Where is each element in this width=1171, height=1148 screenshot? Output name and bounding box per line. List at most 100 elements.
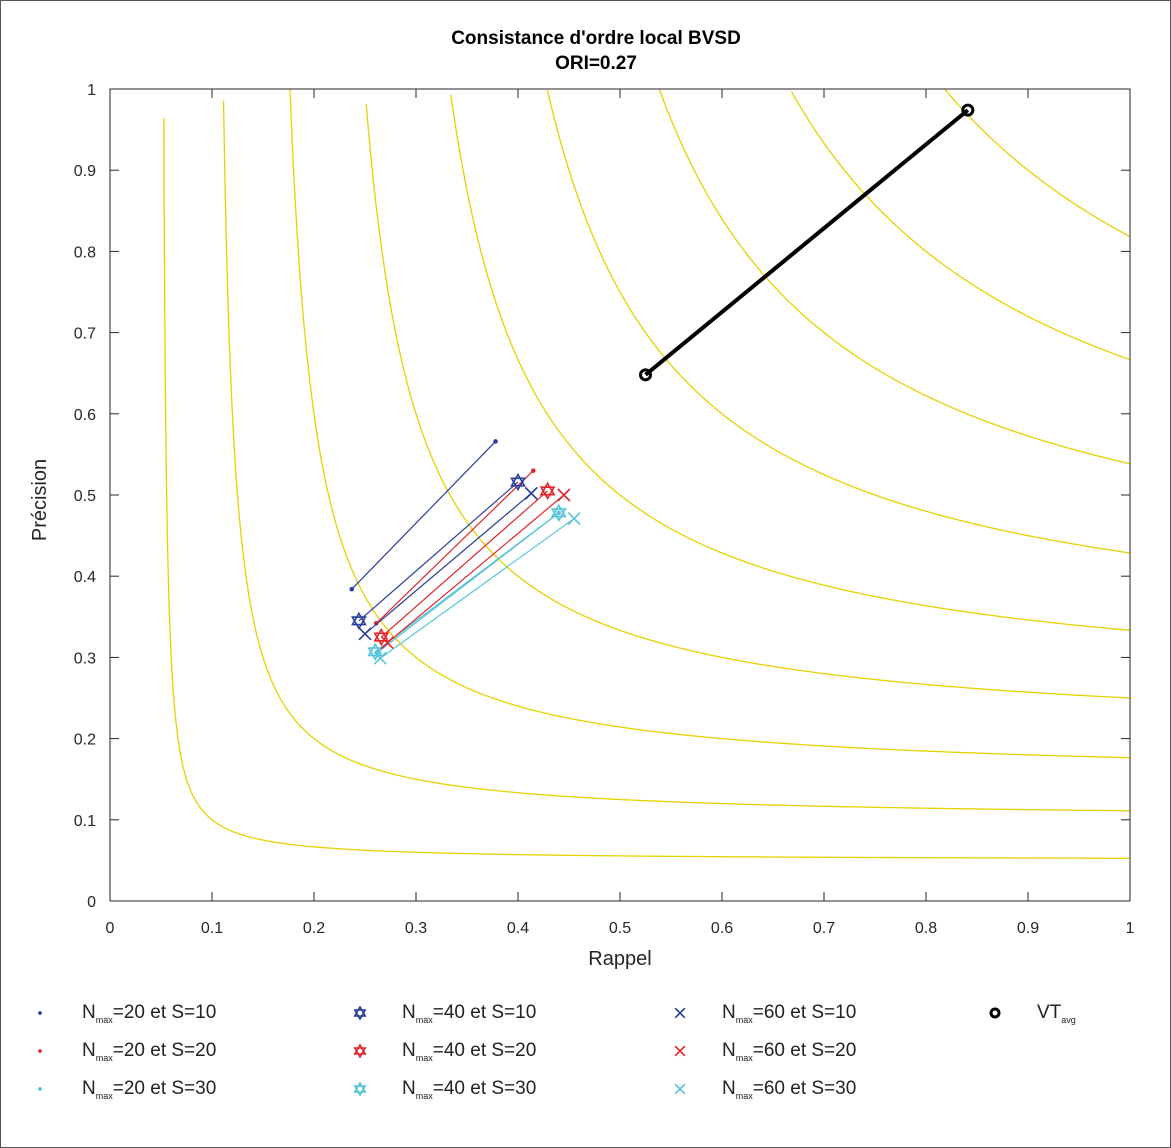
legend-label-main: N bbox=[402, 1039, 416, 1061]
series-point bbox=[639, 368, 652, 382]
series-point bbox=[524, 486, 538, 500]
x-tick-label: 0.3 bbox=[405, 920, 427, 937]
legend-label-rest: =40 et S=10 bbox=[432, 1001, 537, 1023]
y-tick-label: 0.4 bbox=[74, 569, 96, 586]
legend-item: Nmax=60 et S=10 bbox=[660, 995, 856, 1031]
series-point bbox=[358, 627, 372, 641]
contour-f-0.9 bbox=[944, 88, 1131, 238]
series-line bbox=[387, 494, 565, 644]
legend-label-main: N bbox=[722, 1039, 736, 1061]
legend-label-rest: =60 et S=10 bbox=[752, 1001, 857, 1023]
legend-label-sub: max bbox=[735, 1052, 753, 1063]
legend-item: Nmax=40 et S=30 bbox=[340, 1071, 536, 1107]
legend-label-main: N bbox=[402, 1001, 416, 1023]
x-tick-label: 0.5 bbox=[609, 920, 631, 937]
legend-label-main: N bbox=[402, 1077, 416, 1099]
legend-item: Nmax=20 et S=30 bbox=[20, 1071, 216, 1107]
legend-symbol bbox=[674, 1083, 686, 1095]
x-tick-label: 0.4 bbox=[507, 920, 529, 937]
series-point bbox=[367, 642, 384, 661]
series-6 bbox=[358, 486, 538, 641]
legend-marker bbox=[674, 1007, 686, 1019]
legend-label-sub: max bbox=[95, 1014, 113, 1025]
series-0 bbox=[349, 439, 498, 592]
series-line bbox=[644, 108, 970, 377]
legend-label: Nmax=60 et S=10 bbox=[722, 1002, 856, 1025]
f-measure-contours bbox=[163, 88, 1131, 859]
y-tick-label: 0.9 bbox=[74, 163, 96, 180]
legend-label-rest: =40 et S=20 bbox=[432, 1039, 537, 1061]
series-point bbox=[373, 651, 387, 665]
legend: Nmax=20 et S=10 Nmax=40 et S=10 Nmax=60 et… bbox=[20, 995, 1140, 1135]
legend-label-rest: =60 et S=20 bbox=[752, 1039, 857, 1061]
chart-title: Consistance d'ordre local BVSD bbox=[451, 28, 741, 49]
series-point bbox=[567, 511, 581, 526]
contour-f-0.1 bbox=[163, 118, 1131, 859]
legend-label: Nmax=20 et S=30 bbox=[82, 1078, 216, 1101]
legend-marker bbox=[38, 1011, 42, 1015]
legend-label-main: N bbox=[722, 1077, 736, 1099]
legend-marker bbox=[989, 1007, 1001, 1019]
legend-symbol bbox=[38, 1049, 42, 1053]
series-point bbox=[539, 481, 556, 500]
series-3 bbox=[351, 472, 526, 631]
series-point bbox=[349, 586, 355, 592]
legend-symbol bbox=[353, 1043, 367, 1059]
legend-marker bbox=[674, 1083, 686, 1095]
legend-item: Nmax=40 et S=20 bbox=[340, 1033, 536, 1069]
legend-label: VTavg bbox=[1037, 1002, 1076, 1025]
legend-label-main: N bbox=[82, 1001, 96, 1023]
x-tick-label: 0.9 bbox=[1017, 920, 1039, 937]
legend-symbol bbox=[674, 1007, 686, 1019]
x-tick-label: 0 bbox=[106, 920, 115, 937]
contour-f-0.7 bbox=[658, 89, 1131, 465]
legend-item: Nmax=20 et S=10 bbox=[20, 995, 216, 1031]
legend-label-main: VT bbox=[1037, 1001, 1062, 1023]
legend-item: Nmax=40 et S=10 bbox=[340, 995, 536, 1031]
legend-marker bbox=[38, 1087, 42, 1091]
contour-f-0.6 bbox=[546, 90, 1131, 554]
chart-subtitle: ORI=0.27 bbox=[555, 53, 637, 74]
x-tick-label: 0.8 bbox=[915, 920, 937, 937]
legend-label-sub: max bbox=[415, 1014, 433, 1025]
legend-symbol bbox=[353, 1081, 367, 1097]
legend-marker bbox=[353, 1081, 367, 1097]
y-axis-label: Précision bbox=[29, 459, 51, 541]
legend-label: Nmax=40 et S=10 bbox=[402, 1002, 536, 1025]
chart: Consistance d'ordre local BVSD ORI=0.27 … bbox=[29, 28, 1135, 970]
series-point bbox=[493, 439, 498, 444]
series-line bbox=[375, 470, 534, 624]
contour-f-0.8 bbox=[790, 91, 1131, 361]
legend-label: Nmax=40 et S=30 bbox=[402, 1078, 536, 1101]
series-4 bbox=[373, 481, 556, 647]
legend-label-main: N bbox=[82, 1039, 96, 1061]
legend-marker bbox=[353, 1005, 367, 1021]
legend-symbol bbox=[989, 1007, 1001, 1019]
legend-label: Nmax=60 et S=30 bbox=[722, 1078, 856, 1101]
y-tick-label: 0.8 bbox=[74, 244, 96, 261]
legend-symbol bbox=[674, 1045, 686, 1057]
legend-label-sub: max bbox=[415, 1052, 433, 1063]
legend-label-sub: max bbox=[735, 1014, 753, 1025]
legend-label-rest: =40 et S=30 bbox=[432, 1077, 537, 1099]
axes: 0 0.1 0.2 0.3 0.4 0.5 0.6 0.7 0.8 0.9 1 0 0.1 0.2 0.3 0… bbox=[74, 82, 1135, 937]
legend-label-main: N bbox=[722, 1001, 736, 1023]
legend-item: Nmax=20 et S=20 bbox=[20, 1033, 216, 1069]
series-point bbox=[961, 103, 975, 117]
y-tick-label: 0.2 bbox=[74, 732, 96, 749]
y-tick-label: 0 bbox=[87, 894, 96, 911]
series-line bbox=[374, 512, 560, 653]
series-8 bbox=[373, 511, 581, 665]
series-line bbox=[379, 518, 575, 659]
legend-marker bbox=[38, 1049, 42, 1053]
legend-label-sub: avg bbox=[1061, 1014, 1076, 1025]
series-1 bbox=[373, 468, 536, 626]
series-line bbox=[364, 492, 532, 635]
series-9 bbox=[639, 103, 975, 382]
legend-label-sub: max bbox=[735, 1090, 753, 1101]
x-tick-label: 0.2 bbox=[303, 920, 325, 937]
legend-label: Nmax=60 et S=20 bbox=[722, 1040, 856, 1063]
legend-label-sub: max bbox=[95, 1052, 113, 1063]
contour-f-0.5 bbox=[450, 94, 1131, 631]
series-7 bbox=[380, 488, 571, 650]
